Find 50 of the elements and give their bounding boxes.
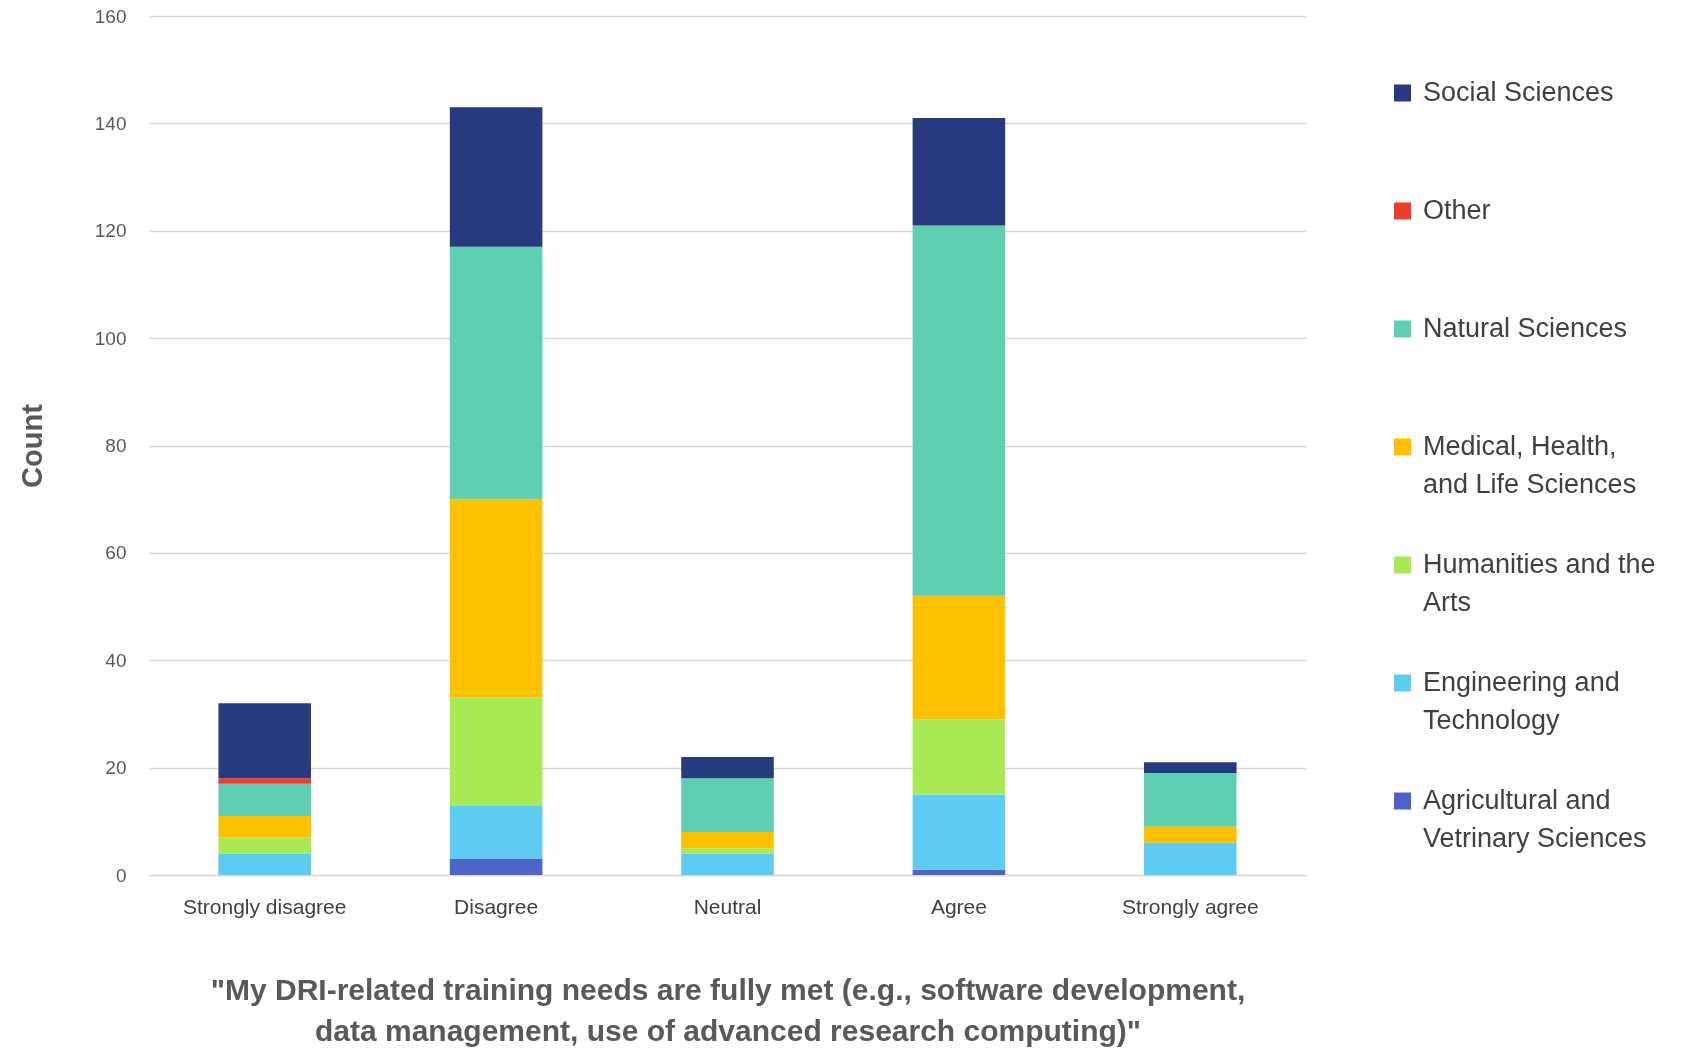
y-tick-label: 40 [105,649,127,671]
y-axis-title: Count [15,403,48,488]
bar [912,225,1006,596]
bar [449,858,543,875]
legend-label: Agricultural and Vetrinary Sciences [1423,785,1647,853]
y-tick-label: 120 [94,220,127,242]
bar [218,778,311,784]
bar [449,697,543,806]
bar [681,848,774,854]
legend-label: Social Sciences [1423,77,1614,107]
bar [449,107,543,247]
bar [681,756,774,779]
x-axis-title: "My DRI-related training needs are fully met (e.g., software development, data management, use of advanced research computing)" [210,972,1246,1047]
x-tick-label: Strongly disagree [182,894,347,918]
bar [912,719,1006,795]
legend-label: Natural Sciences [1423,313,1628,343]
bar [218,853,311,875]
y-tick-label: 80 [105,435,127,456]
bar [1144,842,1237,875]
y-tick-label: 140 [94,112,127,134]
bar [449,499,543,698]
bar [681,853,774,875]
bar [912,595,1006,720]
bar [681,832,774,849]
bar [1144,762,1237,773]
y-tick-label: 20 [105,757,127,779]
y-tick-label: 160 [94,5,127,27]
x-tick-label: Disagree [454,894,539,918]
y-tick-label: 60 [105,542,127,564]
bar [912,118,1006,226]
y-tick-label: 0 [115,864,127,886]
bar [912,794,1006,870]
bar [218,837,311,854]
x-tick-label: Strongly agree [1122,894,1259,918]
legend-label: Humanities and the Arts [1423,549,1656,617]
legend-label: Engineering and Technology [1423,667,1620,735]
bar [681,778,774,833]
bar [1144,772,1237,827]
bar [912,869,1006,875]
bar [1144,826,1237,843]
legend-label: Medical, Health, and Life Sciences [1423,431,1637,499]
bar [218,703,311,779]
bar [218,815,311,838]
bar [218,783,311,816]
bar [449,246,543,500]
y-tick-label: 100 [94,327,127,349]
x-tick-label: Agree [930,894,987,918]
x-tick-label: Neutral [693,894,762,918]
bar [449,805,543,859]
legend-label: Other [1423,195,1491,225]
